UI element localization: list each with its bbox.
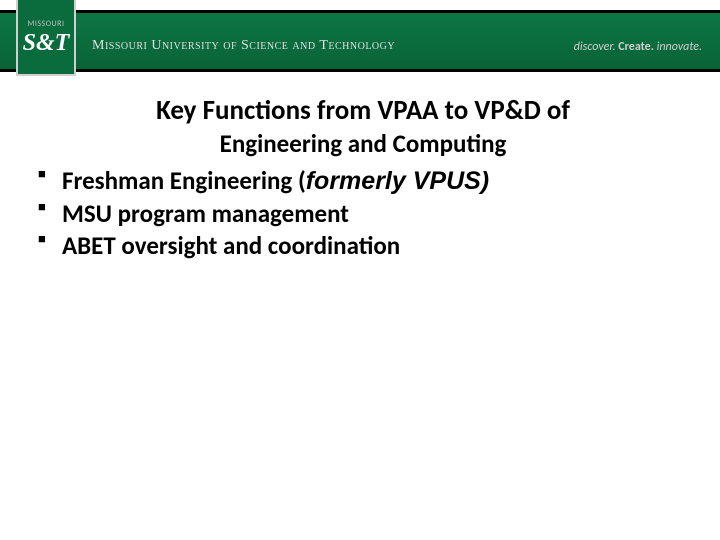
list-item: ABET oversight and coordination <box>38 230 692 263</box>
tagline-innovate: innovate. <box>657 40 702 54</box>
list-item: MSU program management <box>38 198 692 231</box>
university-logo: MISSOURI S&T <box>16 0 76 76</box>
bullet-text: Freshman Engineering ( <box>62 165 306 196</box>
header-banner: MISSOURI S&T Missouri University of Scie… <box>0 0 720 72</box>
slide-title-line1: Key Functions from VPAA to VP&D of <box>34 94 692 128</box>
bullet-italic: formerly VPUS) <box>306 167 489 195</box>
header-black-stripe <box>0 10 720 13</box>
slide-title-line2: Engineering and Computing <box>34 128 692 159</box>
bullet-list: Freshman Engineering (formerly VPUS) MSU… <box>34 165 692 263</box>
university-name: Missouri University of Science and Techn… <box>92 38 395 54</box>
slide-content: Key Functions from VPAA to VP&D of Engin… <box>0 72 720 263</box>
logo-state-text: MISSOURI <box>28 19 65 29</box>
tagline: discover. Create. innovate. <box>574 40 702 54</box>
tagline-create: Create. <box>618 40 654 54</box>
header-top-stripe <box>0 0 720 10</box>
logo-st-text: S&T <box>23 31 70 55</box>
bullet-text: MSU program management <box>62 198 349 229</box>
tagline-discover: discover. <box>574 40 616 54</box>
bullet-text: ABET oversight and coordination <box>62 230 400 261</box>
list-item: Freshman Engineering (formerly VPUS) <box>38 165 692 198</box>
